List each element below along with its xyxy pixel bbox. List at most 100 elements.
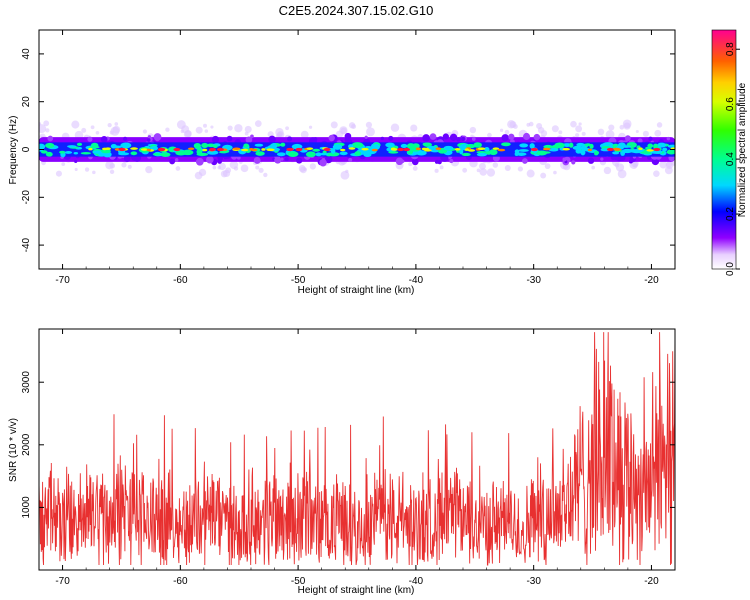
spectrogram-band-cell: [274, 156, 282, 164]
spectrogram-halo-cell: [109, 169, 115, 174]
spectrogram-halo-cell: [165, 127, 170, 132]
spectrogram-band-cell: [344, 136, 350, 143]
spectrogram-halo-cell: [608, 124, 615, 131]
spectrogram-peak-cell: [454, 148, 461, 151]
spectrogram-band-cell: [456, 137, 461, 142]
spectrogram-band-cell: [328, 134, 335, 142]
spectrogram-halo-cell: [95, 130, 100, 135]
spectrogram-halo-cell: [390, 123, 400, 132]
spectrogram-core-cell: [365, 145, 372, 149]
spectrogram-halo-cell: [553, 170, 557, 175]
spectrogram-y-ticks: -40 -20 0 20 40: [21, 48, 675, 252]
spectrogram-core-cell: [602, 145, 611, 149]
spectrogram-halo-cell: [81, 127, 87, 133]
spectrogram-halo-cell: [84, 167, 90, 172]
spectrogram-halo-cell: [575, 125, 583, 133]
spectrogram-band-cell: [287, 136, 293, 142]
spectrogram-halo-cell: [348, 122, 356, 129]
chart-title: C2E5.2024.307.15.02.G10: [279, 3, 434, 18]
spectrogram-halo-cell: [617, 169, 627, 179]
spectrogram-max-cell: [173, 147, 181, 152]
spectrogram-halo-cell: [597, 128, 605, 136]
spectrogram-peak-cell: [492, 147, 500, 150]
spectrogram-core-cell: [653, 143, 658, 149]
spectrogram-band-cell: [313, 137, 318, 141]
spectrogram-y-tick-label: -40: [21, 237, 32, 252]
spectrogram-core-cell: [501, 142, 511, 147]
spectrogram-halo-cell: [504, 129, 510, 135]
spectrogram-band-cell: [100, 136, 108, 143]
spectrogram-halo-cell: [300, 130, 309, 139]
spectrogram-halo-cell: [308, 125, 313, 129]
spectrogram-halo-cell: [107, 122, 112, 128]
spectrogram-halo-cell: [217, 165, 222, 170]
spectrogram-core-cell: [175, 150, 187, 156]
spectrogram-core-cell: [554, 142, 565, 149]
spectrogram-core-cell: [548, 147, 559, 152]
spectrogram-peak-cell: [646, 149, 654, 152]
spectrogram-halo-cell: [309, 163, 317, 170]
spectrogram-band-cell: [146, 138, 151, 142]
spectrogram-y-tick-label: 0: [21, 146, 32, 152]
spectrogram-core-cell: [193, 142, 201, 149]
spectrogram-halo-cell: [528, 121, 534, 127]
spectrogram-halo-cell: [653, 170, 660, 177]
spectrogram-core-cell: [305, 151, 316, 158]
colorbar-gradient: [711, 29, 737, 270]
spectrogram-halo-cell: [499, 128, 504, 132]
spectrogram-halo-cell: [203, 123, 207, 128]
spectrogram-peak-cell: [587, 148, 593, 152]
spectrogram-halo-cell: [145, 166, 153, 174]
spectrogram-x-label: Height of straight line (km): [298, 285, 415, 296]
spectrogram-band-cell: [268, 135, 276, 144]
spectrogram-core-cell: [662, 147, 668, 152]
spectrogram-halo-cell: [263, 172, 268, 178]
spectrogram-halo-cell: [654, 129, 662, 137]
spectrogram-band-cell: [422, 134, 430, 142]
spectrogram-halo-cell: [277, 132, 283, 138]
spectrogram-halo-cell: [335, 130, 344, 138]
spectrogram-core-cell: [642, 151, 653, 154]
spectrogram-x-ticks: -70 -60 -50 -40 -30 -20: [38, 30, 676, 286]
spectrogram-core-cell: [45, 142, 55, 149]
colorbar: 0.0 0.2 0.4 0.6 0.8 Normalized spectral ampl…: [711, 29, 748, 276]
spectrogram-band-cell: [411, 158, 419, 166]
spectrogram-core-cell: [372, 143, 380, 150]
spectrogram-core-cell: [385, 142, 395, 148]
spectrogram-core-cell: [291, 143, 303, 150]
spectrogram-halo-cell: [254, 120, 262, 127]
spectrogram-peak-cell: [250, 148, 258, 152]
spectrogram-band-cell: [522, 158, 528, 164]
spectrogram-core-cell: [351, 142, 364, 149]
spectrogram-core-cell: [312, 148, 321, 152]
spectrogram-halo-cell: [479, 168, 488, 176]
spectrogram-core-cell: [101, 149, 111, 154]
spectrogram-peak-cell: [88, 147, 93, 151]
spectrogram-peak-cell: [146, 148, 151, 152]
snr-y-tick-label: 2000: [21, 433, 32, 456]
spectrogram-core-cell: [514, 152, 519, 157]
spectrogram-peak-cell: [130, 147, 138, 150]
spectrogram-band-cell: [533, 133, 541, 141]
spectrogram-band-cell: [628, 159, 633, 164]
spectrogram-band-cell: [364, 135, 368, 139]
spectrogram-peak-cell: [638, 147, 643, 150]
spectrogram-band-cell: [666, 136, 671, 141]
colorbar-tick-label: 0.2: [725, 207, 736, 221]
snr-x-tick-label: -20: [644, 576, 659, 587]
spectrogram-core-cell: [280, 142, 286, 147]
spectrogram-halo-cell: [114, 122, 119, 126]
spectrogram-core-cell: [645, 146, 652, 150]
spectrogram-band-cell: [648, 136, 653, 141]
snr-x-tick-label: -30: [526, 576, 541, 587]
spectrogram-halo-cell: [603, 166, 612, 175]
spectrogram-halo-cell: [225, 167, 232, 174]
spectrogram-band-cell: [280, 157, 284, 161]
spectrogram-y-label: Frequency (Hz): [8, 116, 19, 185]
spectrogram-max-cell: [209, 147, 217, 152]
spectrogram-halo-cell: [39, 124, 47, 134]
snr-frame: [38, 328, 676, 571]
snr-x-ticks: -70 -60 -50 -40 -30 -20: [38, 329, 676, 587]
spectrogram-halo-cell: [194, 171, 203, 180]
